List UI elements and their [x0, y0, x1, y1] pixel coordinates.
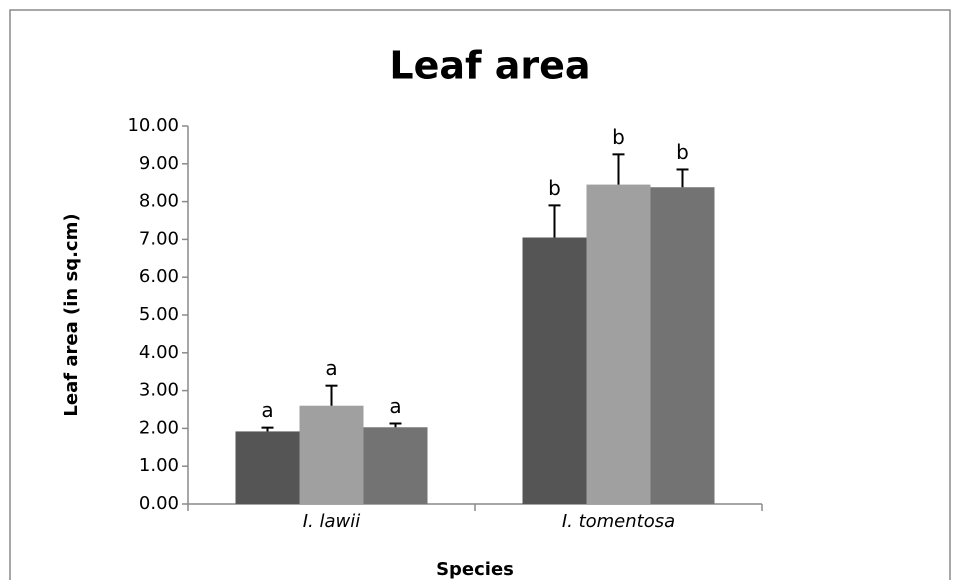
bar	[586, 184, 651, 504]
y-tick-label: 2.00	[139, 417, 179, 438]
x-axis-label: Species	[436, 559, 514, 580]
bar	[235, 431, 300, 504]
x-tick-label: I. lawii	[303, 511, 361, 532]
y-tick-label: 10.00	[127, 115, 179, 136]
chart-title: Leaf area	[389, 44, 590, 88]
significance-letter: a	[389, 394, 401, 418]
significance-letter: a	[325, 356, 337, 380]
significance-letter: b	[612, 125, 625, 149]
y-tick-label: 0.00	[139, 493, 179, 514]
significance-letter: b	[548, 176, 561, 200]
chart-frame	[9, 9, 951, 580]
y-tick-label: 1.00	[139, 455, 179, 476]
bar	[650, 187, 715, 504]
y-tick-label: 6.00	[139, 266, 179, 287]
bar	[299, 405, 364, 504]
y-tick-label: 8.00	[139, 191, 179, 212]
y-axis-label: Leaf area (in sq.cm)	[61, 213, 82, 416]
y-tick-label: 3.00	[139, 380, 179, 401]
y-tick-label: 9.00	[139, 153, 179, 174]
significance-letter: b	[676, 140, 689, 164]
significance-letter: a	[261, 398, 273, 422]
y-tick-label: 7.00	[139, 228, 179, 249]
bar	[522, 237, 587, 504]
bar	[363, 427, 428, 504]
x-tick-label: I. tomentosa	[562, 511, 675, 532]
y-tick-label: 4.00	[139, 342, 179, 363]
y-tick-label: 5.00	[139, 304, 179, 325]
